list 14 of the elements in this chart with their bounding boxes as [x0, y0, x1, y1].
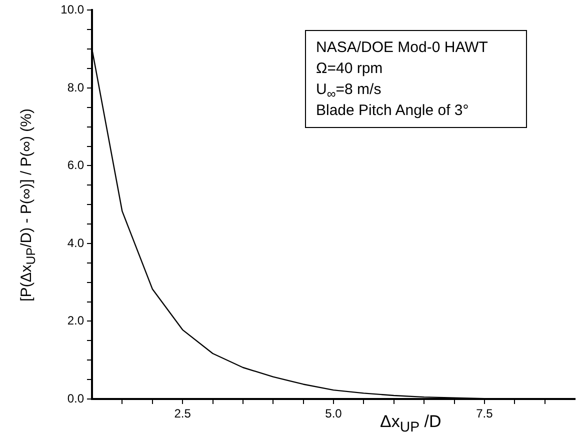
- y-tick-label: 2.0: [67, 314, 84, 328]
- annotation: Blade Pitch Angle of 3°: [316, 101, 470, 121]
- x-tick-label: 5.0: [325, 406, 342, 421]
- annotation: NASA/DOE Mod-0 HAWT: [316, 38, 489, 58]
- x-tick-label: 2.5: [174, 406, 192, 421]
- annotation: Ω=40 rpm: [316, 59, 384, 79]
- x-axis-title: Δx$_{UP}$ /D: [380, 412, 442, 436]
- annotation: U$_{∞}$=8 m/s: [316, 80, 382, 101]
- y-tick-label: 10.0: [60, 2, 84, 17]
- x-tick-label: 7.5: [476, 406, 494, 421]
- y-tick-label: 6.0: [67, 158, 84, 172]
- y-tick-label: 0.0: [67, 391, 84, 406]
- y-tick-label: 4.0: [67, 236, 84, 250]
- y-tick-label: 8.0: [67, 80, 84, 94]
